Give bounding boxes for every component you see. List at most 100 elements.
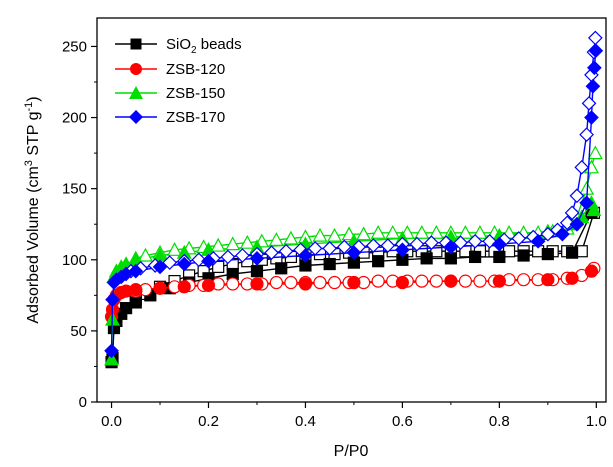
data-point-adsorption [249,251,265,266]
data-point-desorption [414,224,430,239]
legend-item-zsb-120: ZSB-120 [115,61,225,78]
data-point-desorption [327,275,342,290]
data-point-adsorption [584,110,599,125]
data-point-adsorption [275,262,288,275]
data-point-desorption [428,224,444,239]
legend-marker-zsb-150 [129,86,143,99]
y-tick-label: 100 [62,252,87,269]
data-point-desorption [356,226,372,241]
data-point-desorption [467,233,483,249]
legend-label-zsb-150: ZSB-150 [166,85,225,102]
legend-item-zsb-150: ZSB-150 [115,85,225,102]
series-1 [104,261,601,324]
data-point-adsorption [517,249,530,262]
y-tick-label: 200 [62,110,87,127]
data-point-adsorption [587,60,602,76]
y-axis-title-sup1: 3 [23,160,35,166]
data-point-adsorption [584,264,599,278]
data-point-adsorption [569,216,585,232]
data-point-desorption [191,252,207,268]
data-point-adsorption [469,250,482,264]
data-point-adsorption [395,242,410,258]
data-point-desorption [516,273,531,287]
data-point-adsorption [105,292,120,307]
data-point-desorption [429,274,443,288]
data-point-desorption [472,224,488,239]
data-point-adsorption [420,252,433,265]
x-tick-label: 0.4 [295,413,316,430]
data-point-adsorption [443,239,459,255]
data-point-desorption [365,238,381,253]
x-axis-title: P/P0 [334,443,369,460]
data-point-desorption [167,242,183,256]
data-point-adsorption [530,233,546,249]
data-point-desorption [569,188,585,204]
data-point-adsorption [585,78,601,94]
data-point-adsorption [201,278,216,292]
data-point-adsorption [250,265,264,278]
data-point-adsorption [201,253,216,269]
legend-label-zsb-170: ZSB-170 [166,109,225,126]
legend-label-sio2-main: SiO [166,36,191,53]
data-point-desorption [409,236,425,252]
data-point-desorption [453,235,468,251]
data-point-desorption [430,245,443,258]
data-point-adsorption [579,195,594,211]
data-point-desorption [264,245,279,261]
data-point-adsorption [347,275,361,290]
data-point-adsorption [323,257,336,271]
data-point-desorption [284,275,298,290]
data-point-adsorption [250,277,264,291]
x-tick-label: 0.8 [489,413,510,430]
y-axis-title: Adsorbed Volume (cm3 STP g-1) [23,96,42,323]
data-point-adsorption [493,250,506,264]
data-point-adsorption [298,277,313,291]
data-point-desorption [579,127,594,142]
data-point-desorption [283,230,299,245]
data-point-desorption [307,241,323,256]
legend-label-zsb-120: ZSB-120 [166,61,225,78]
data-point-desorption [313,275,327,290]
axes-layer: 0.0 0.2 0.4 0.6 0.8 1.0 0 50 100 150 200 250 [62,38,607,430]
data-point-desorption [312,227,328,242]
data-point-adsorption [555,226,570,242]
series-3 [104,30,604,359]
data-point-adsorption [128,263,144,279]
data-point-desorption [385,224,401,239]
data-point-desorption [415,274,429,288]
data-point-adsorption [176,256,192,272]
data-point-adsorption [492,274,506,288]
data-point-desorption [268,232,284,246]
data-point-desorption [336,239,352,255]
data-point-desorption [380,238,396,253]
data-point-desorption [587,145,603,160]
plot-layer [104,30,604,369]
data-point-adsorption [372,255,385,268]
data-point-desorption [457,224,473,239]
data-point-adsorption [588,43,604,59]
y-tick-label: 250 [62,38,87,55]
data-point-desorption [278,243,294,259]
data-point-desorption [327,227,343,242]
data-point-adsorption [444,252,457,265]
x-tick-label: 0.0 [101,413,122,430]
data-point-desorption [564,205,580,221]
legend-label-sio2-end: beads [197,36,242,53]
data-point-desorption [587,30,603,46]
data-point-desorption [269,275,283,290]
data-point-desorption [458,274,473,288]
data-point-adsorption [298,248,313,263]
data-point-desorption [511,231,527,246]
y-tick-label: 50 [70,323,87,340]
data-point-adsorption [395,275,409,290]
y-axis-title-end: ) [25,96,42,101]
data-point-desorption [210,237,226,252]
data-point-adsorption [152,259,168,275]
y-tick-label: 0 [79,394,87,411]
plot-frame [96,17,607,403]
data-point-adsorption [104,351,120,366]
legend-marker-sio2 [130,38,142,50]
x-tick-label: 0.6 [392,413,413,430]
